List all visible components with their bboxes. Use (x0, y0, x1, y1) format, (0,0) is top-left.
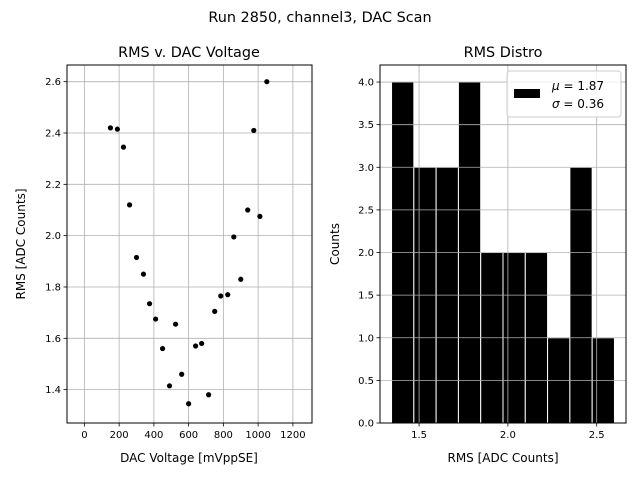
histogram-x-tick-label: 2.5 (589, 430, 605, 441)
scatter-y-tick-label: 1.8 (45, 282, 61, 293)
histogram-y-label: Counts (328, 223, 342, 265)
scatter-y-tick-label: 1.6 (45, 334, 61, 345)
scatter-point (225, 292, 231, 298)
scatter-point (126, 202, 133, 208)
legend-sigma-symbol: σ (552, 97, 560, 111)
scatter-point (238, 276, 244, 282)
scatter-point (120, 144, 127, 150)
scatter-x-tick-label: 400 (144, 430, 163, 441)
legend-mu-symbol: μ (551, 79, 560, 93)
scatter-points (107, 79, 270, 407)
histogram-y-tick-label: 0.0 (358, 419, 374, 430)
scatter-point (172, 321, 179, 327)
scatter-y-label: RMS [ADC Counts] (14, 188, 28, 299)
scatter-point (186, 401, 192, 407)
histogram-x-ticks: 1.5 2.0 2.5 (411, 423, 605, 441)
scatter-x-label: DAC Voltage [mVppSE] (120, 451, 258, 465)
scatter-point (166, 383, 173, 389)
histogram-title: RMS Distro (464, 45, 543, 61)
legend-patch (514, 89, 540, 98)
scatter-x-tick-label: 200 (110, 430, 129, 441)
scatter-x-tick-label: 1200 (280, 430, 305, 441)
histogram-x-label: RMS [ADC Counts] (447, 451, 558, 465)
scatter-point (146, 301, 153, 307)
scatter-y-ticks: 1.4 1.6 1.8 2.0 2.2 2.4 2.6 (45, 77, 67, 396)
legend-mu-value: = 1.87 (560, 79, 604, 93)
scatter-x-tick-label: 1000 (245, 430, 270, 441)
histogram-y-tick-label: 2.0 (358, 248, 374, 259)
scatter-point (133, 254, 140, 261)
scatter-point (192, 343, 199, 349)
scatter-point (231, 234, 237, 240)
histogram-y-tick-label: 1.0 (358, 333, 374, 344)
scatter-point (212, 308, 218, 314)
scatter-axes: RMS v. DAC Voltage 0 200 400 600 800 1000 1200… (14, 45, 313, 465)
histogram-y-tick-label: 4.0 (358, 78, 374, 89)
scatter-point (107, 125, 114, 131)
scatter-point (153, 316, 159, 322)
scatter-point (199, 340, 205, 347)
scatter-y-tick-label: 2.4 (45, 129, 61, 140)
histogram-y-tick-label: 3.5 (358, 120, 374, 131)
scatter-y-tick-label: 2.0 (45, 231, 61, 242)
figure-title: Run 2850, channel3, DAC Scan (208, 10, 431, 26)
histogram-y-tick-label: 1.5 (358, 291, 374, 302)
legend-entry-sigma: σ = 0.36 (552, 97, 604, 111)
histogram-legend: μ = 1.87 σ = 0.36 (506, 70, 622, 118)
scatter-x-tick-label: 800 (214, 430, 233, 441)
scatter-x-ticks: 0 200 400 600 800 1000 1200 (81, 423, 306, 441)
scatter-point (179, 371, 185, 377)
scatter-y-tick-label: 2.2 (45, 180, 61, 191)
scatter-y-tick-label: 2.6 (45, 77, 61, 88)
histogram-x-tick-label: 1.5 (411, 430, 427, 441)
scatter-point (140, 271, 147, 277)
scatter-point (257, 213, 263, 220)
legend-entry-mu: μ = 1.87 (551, 79, 604, 93)
histogram-y-ticks: 0.0 0.5 1.0 1.5 2.0 2.5 3.0 3.5 4.0 (358, 78, 380, 430)
scatter-x-tick-label: 0 (81, 430, 87, 441)
scatter-point (206, 392, 212, 398)
scatter-x-tick-label: 600 (179, 430, 198, 441)
histogram-y-tick-label: 2.5 (358, 205, 374, 216)
histogram-x-tick-label: 2.0 (500, 430, 516, 441)
scatter-point (114, 126, 120, 132)
histogram-y-tick-label: 0.5 (358, 376, 374, 387)
histogram-y-tick-label: 3.0 (358, 163, 374, 174)
legend-box (506, 70, 622, 118)
scatter-title: RMS v. DAC Voltage (118, 45, 260, 61)
legend-sigma-value: = 0.36 (560, 97, 604, 111)
scatter-gridlines (67, 65, 312, 423)
scatter-frame (66, 64, 313, 424)
scatter-point (245, 207, 251, 213)
scatter-point (264, 79, 270, 85)
scatter-y-tick-label: 1.4 (45, 385, 61, 396)
histogram-axes: RMS Distro 1.5 2.0 2.5 0.0 0.5 1.0 1.5 2.0 2.5 3… (328, 45, 627, 465)
scatter-point (159, 345, 166, 352)
scatter-point (218, 293, 224, 299)
scatter-point (251, 127, 257, 134)
histogram-frame (379, 64, 627, 424)
